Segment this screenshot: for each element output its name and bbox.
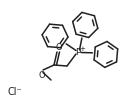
Text: P: P	[75, 48, 81, 57]
Text: Cl⁻: Cl⁻	[8, 87, 23, 97]
Text: O: O	[56, 42, 62, 51]
Text: O: O	[39, 71, 45, 80]
Text: +: +	[80, 46, 85, 52]
